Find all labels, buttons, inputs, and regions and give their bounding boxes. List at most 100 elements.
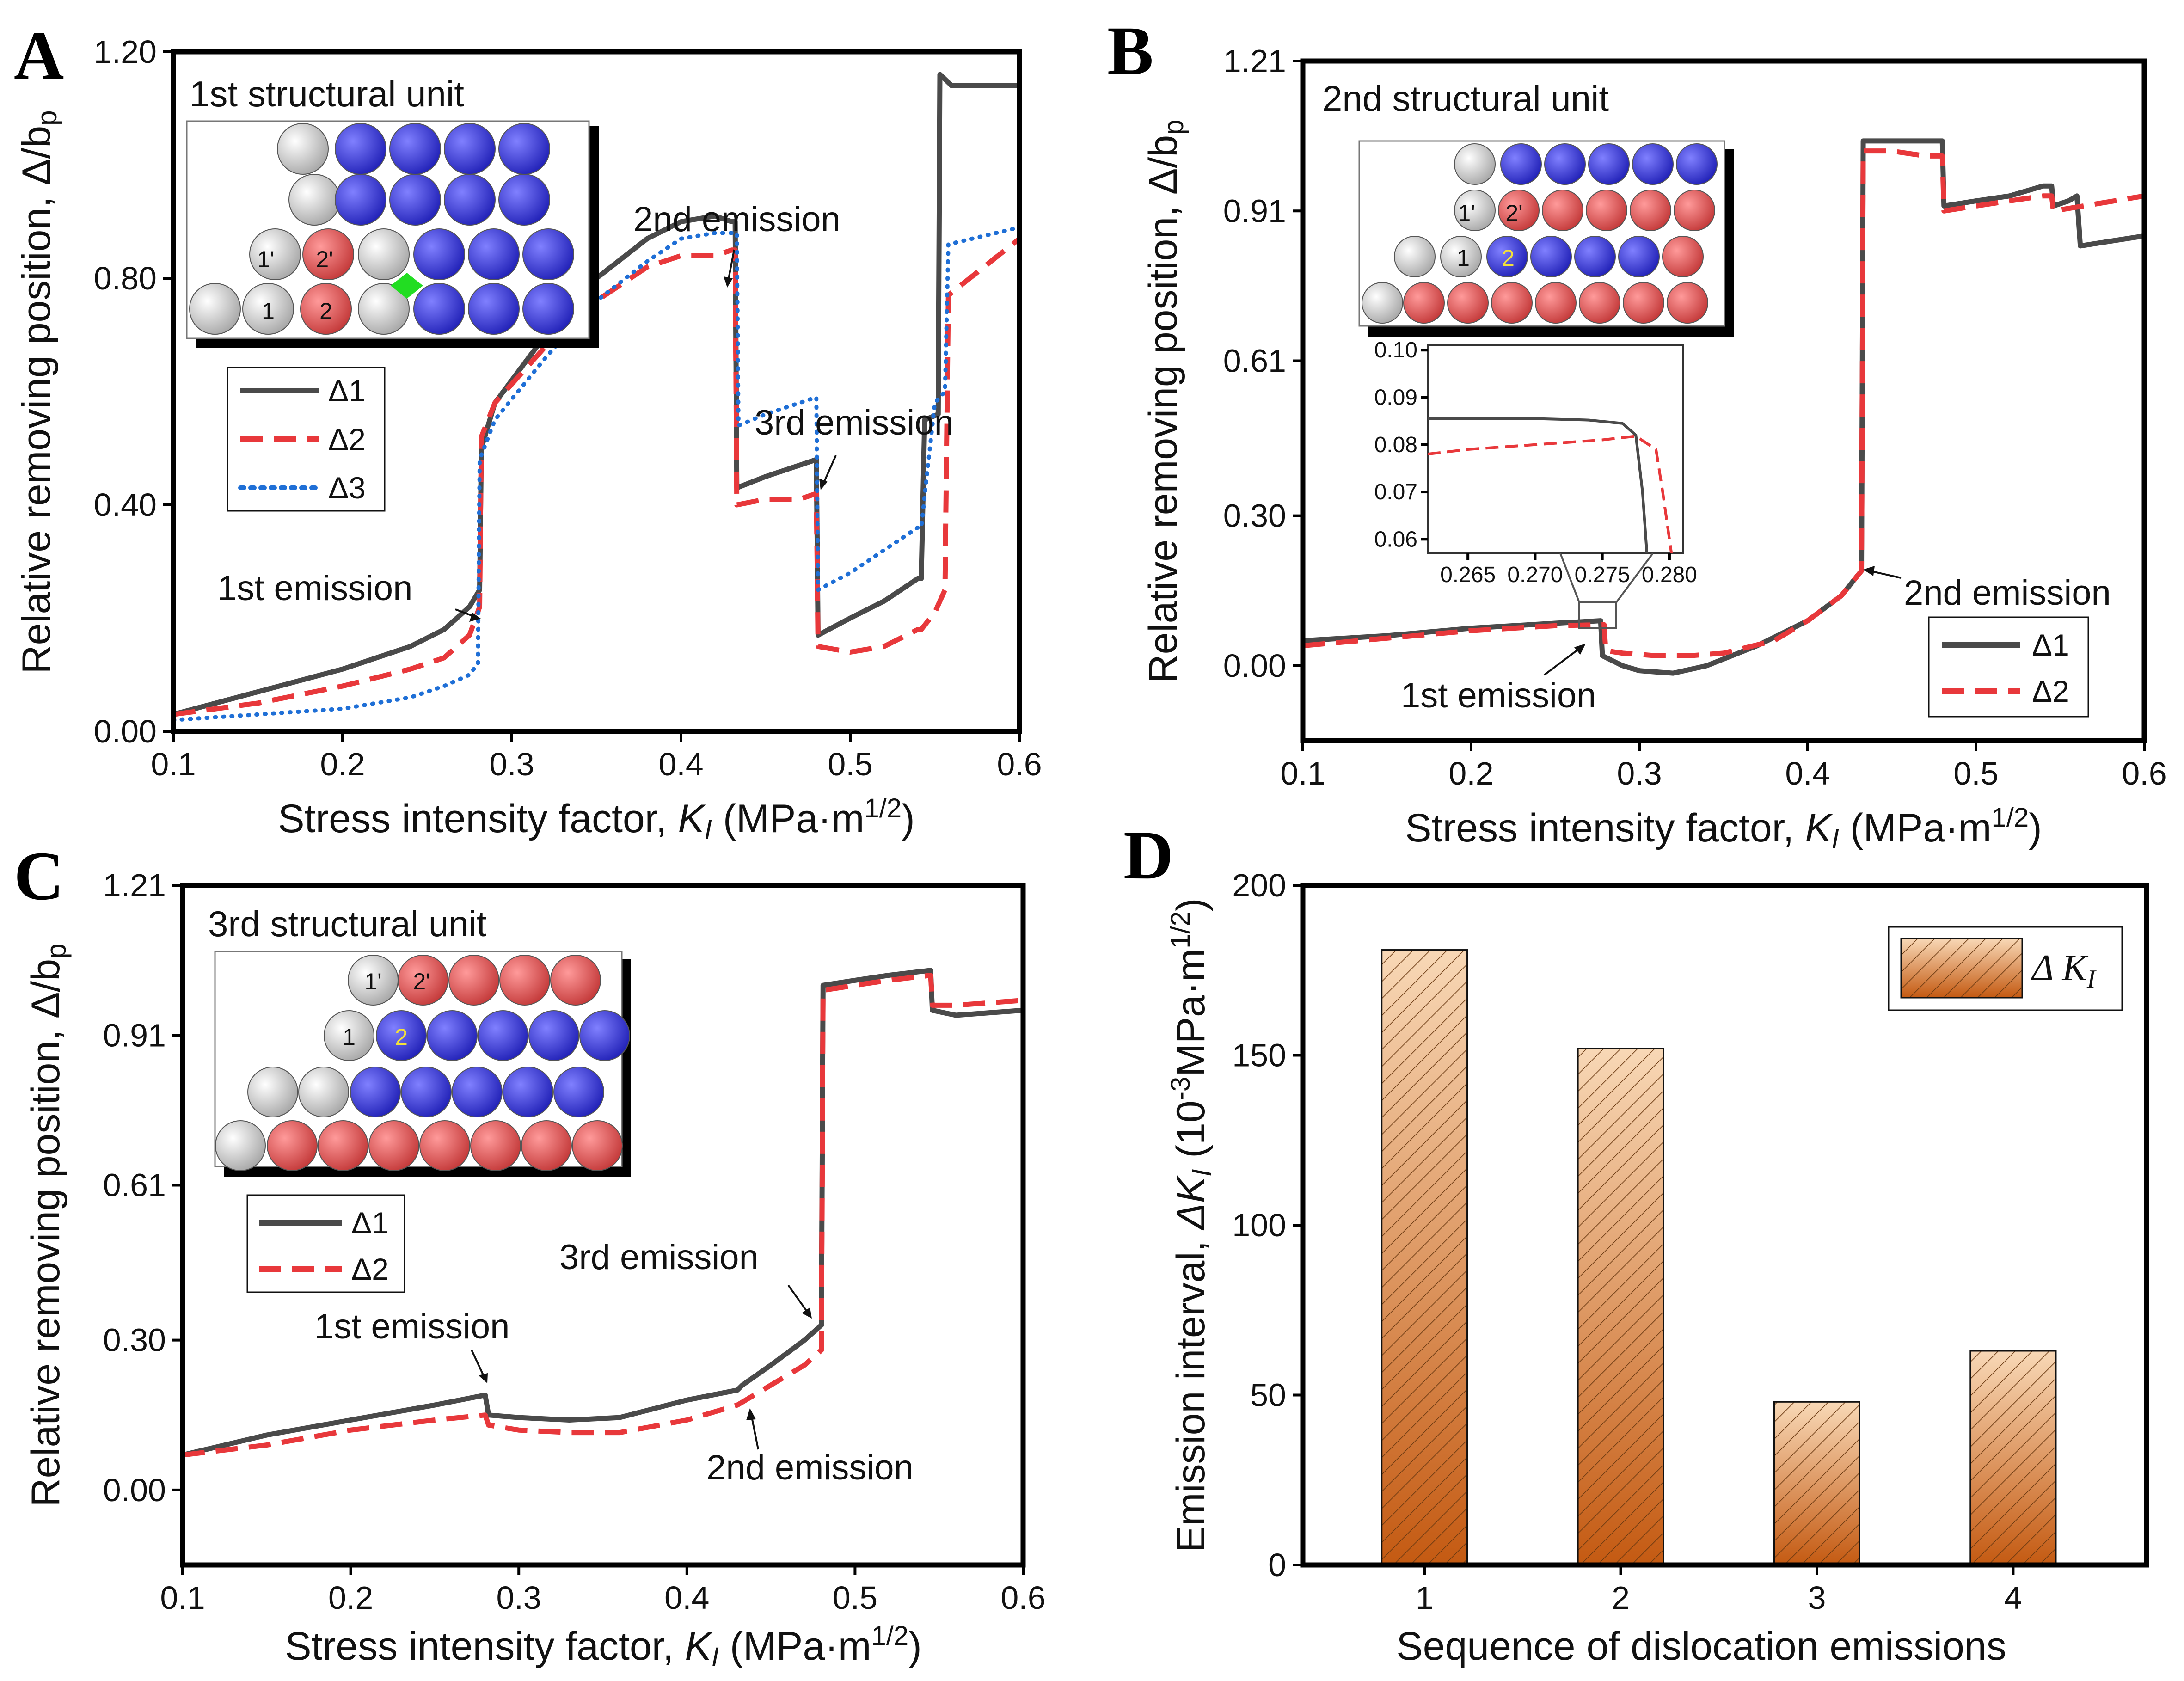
atom-icon: [277, 123, 329, 175]
atom-icon: [1542, 190, 1583, 231]
x-tick-label: 0.4: [664, 1580, 709, 1616]
atom-icon: [413, 228, 465, 280]
atom-icon: [1403, 282, 1445, 324]
legend-swatch-hatch: [1900, 938, 2023, 999]
series-line-1: [173, 72, 1019, 717]
panel-b-atoms: [1362, 143, 1718, 324]
bar-hatch-4: [1969, 1350, 2057, 1566]
atom-icon: [1674, 190, 1715, 231]
bar-hatch-1: [1381, 949, 1468, 1566]
zoom-x-tick-label: 0.270: [1507, 563, 1563, 587]
atom-icon: [448, 955, 499, 1006]
arrow-2nd: [750, 1414, 759, 1450]
y-tick-label: 1.20: [94, 34, 157, 70]
atom-icon: [444, 123, 496, 175]
panel-b-plot-area: [1303, 138, 2144, 676]
atom-icon: [522, 228, 574, 280]
atom-icon: [1454, 190, 1496, 231]
x-tick-label: 0.6: [2122, 755, 2166, 791]
x-tick-label: 0.4: [658, 746, 703, 782]
panel-b-legend: Δ1 Δ2: [1928, 616, 2089, 718]
annot-2nd-emission: 2nd emission: [633, 200, 840, 239]
atom-icon: [302, 228, 354, 280]
y-tick-label: 1.21: [1223, 43, 1286, 79]
zoom-connector: [1559, 553, 1580, 603]
arrowhead-icon: [1574, 644, 1586, 655]
panel-c-legend: Δ1 Δ2: [246, 1194, 405, 1293]
y-tick-label: 0.00: [1223, 648, 1286, 684]
x-tick-label: 0.1: [151, 746, 196, 782]
zoom-x-tick-label: 0.265: [1440, 563, 1496, 587]
arrow-1st: [471, 1350, 485, 1378]
annot-1st-emission: 1st emission: [1401, 676, 1596, 715]
y-tick-label: 0.40: [94, 487, 157, 523]
atom-icon: [1667, 282, 1708, 324]
panel-c-atoms: [215, 955, 630, 1171]
atom-label-1p: 1': [257, 246, 274, 272]
zoom-y-tick-label: 0.06: [1374, 527, 1417, 552]
bar-hatch-2: [1577, 1048, 1664, 1566]
atom-icon: [1676, 143, 1718, 185]
atom-icon: [1440, 236, 1482, 277]
green-marker-icon: [391, 273, 423, 299]
y-tick-label: 0.00: [103, 1472, 166, 1508]
panel-d-xlabel: Sequence of dislocation emissions: [1396, 1624, 2006, 1669]
panel-c-axes: 0.1 0.2 0.3 0.4 0.5 0.6 0.00 0.30 0.61 0.91 1.21: [103, 867, 1046, 1616]
atom-icon: [452, 1067, 503, 1117]
arrowhead-icon: [1863, 566, 1875, 576]
panel-a-legend: Δ1 Δ2 Δ3: [227, 367, 386, 512]
legend-box: [1928, 616, 2089, 718]
x-tick-label: 0.6: [997, 746, 1042, 782]
atom-icon: [401, 1067, 452, 1117]
x-tick-label: 0.2: [320, 746, 365, 782]
atom-icon: [550, 955, 601, 1006]
zoom-plot-area: [1428, 417, 1673, 553]
panel-a-plot-area: [173, 72, 1019, 722]
atom-icon: [1491, 282, 1533, 324]
arrowhead-icon: [802, 1307, 812, 1319]
arrowhead-icon: [746, 1408, 756, 1420]
y-tick-label: 0.00: [94, 713, 157, 749]
x-tick-label: 0.4: [1785, 755, 1830, 791]
zoom-x-tick-label: 0.280: [1642, 563, 1697, 587]
atom-icon: [1362, 282, 1403, 324]
panel-a-ylabel: Relative removing position, Δ/bp: [14, 110, 62, 674]
bar-hatch-3: [1773, 1401, 1860, 1566]
panel-d-bars: [1381, 949, 2057, 1566]
atom-icon: [376, 1010, 427, 1061]
arrow-3rd: [787, 1284, 809, 1314]
panel-d-letter: D: [1123, 817, 1173, 894]
panel-b-zoom-inset: 0.265 0.270 0.275 0.280 0.06 0.07 0.08 0.09 0.10: [1374, 338, 1697, 629]
atom-icon: [300, 283, 352, 335]
panel-c-plot-area: [183, 968, 1023, 1458]
x-tick-label: 0.5: [833, 1580, 877, 1616]
y-tick-label: 0.30: [103, 1322, 166, 1358]
panel-b-unit-title: 2nd structural unit: [1322, 78, 1609, 119]
atom-icon: [398, 955, 448, 1006]
y-tick-label: 0.91: [1223, 193, 1286, 229]
atom-icon: [468, 283, 520, 335]
atom-icon: [528, 1010, 579, 1061]
arrow-1st: [1543, 646, 1582, 676]
atom-icon: [1447, 282, 1489, 324]
zoom-connector: [1615, 552, 1654, 603]
atom-icon: [1632, 143, 1674, 185]
y-tick-label: 0.30: [1223, 498, 1286, 534]
atom-icon: [1618, 236, 1660, 277]
panel-b-axes: 0.1 0.2 0.3 0.4 0.5 0.6 0.00 0.30 0.61 0.91 1.21: [1223, 43, 2167, 791]
x-tick-label: 0.5: [1953, 755, 1998, 791]
panel-c: C 0.1 0.2 0.3 0.4 0.5 0.6 0.00 0.30 0.61 0.91 1.21…: [14, 838, 1046, 1672]
series-line-1: [183, 968, 1023, 1458]
atom-icon: [389, 123, 441, 175]
atom-icon: [389, 174, 441, 226]
atom-icon: [503, 1067, 553, 1117]
annot-1st-emission: 1st emission: [314, 1307, 509, 1346]
atom-icon: [350, 1067, 401, 1117]
atom-icon: [288, 174, 340, 226]
y-tick-label: 50: [1250, 1377, 1286, 1413]
atom-label-1p: 1': [1458, 200, 1475, 226]
atom-icon: [444, 174, 496, 226]
legend-label-d2: Δ2: [2032, 674, 2069, 708]
legend-box: [246, 1194, 405, 1293]
